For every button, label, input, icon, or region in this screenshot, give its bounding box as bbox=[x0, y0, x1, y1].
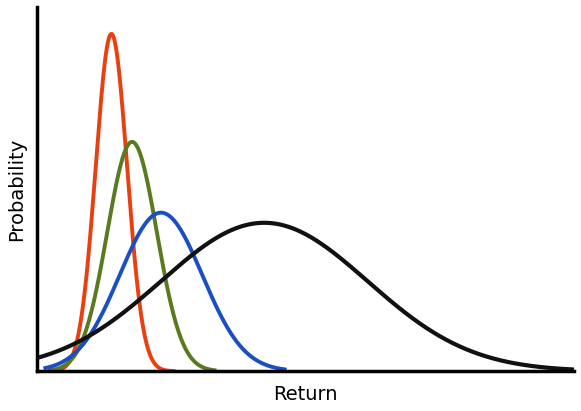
Y-axis label: Probability: Probability bbox=[7, 137, 26, 241]
X-axis label: Return: Return bbox=[273, 385, 338, 404]
